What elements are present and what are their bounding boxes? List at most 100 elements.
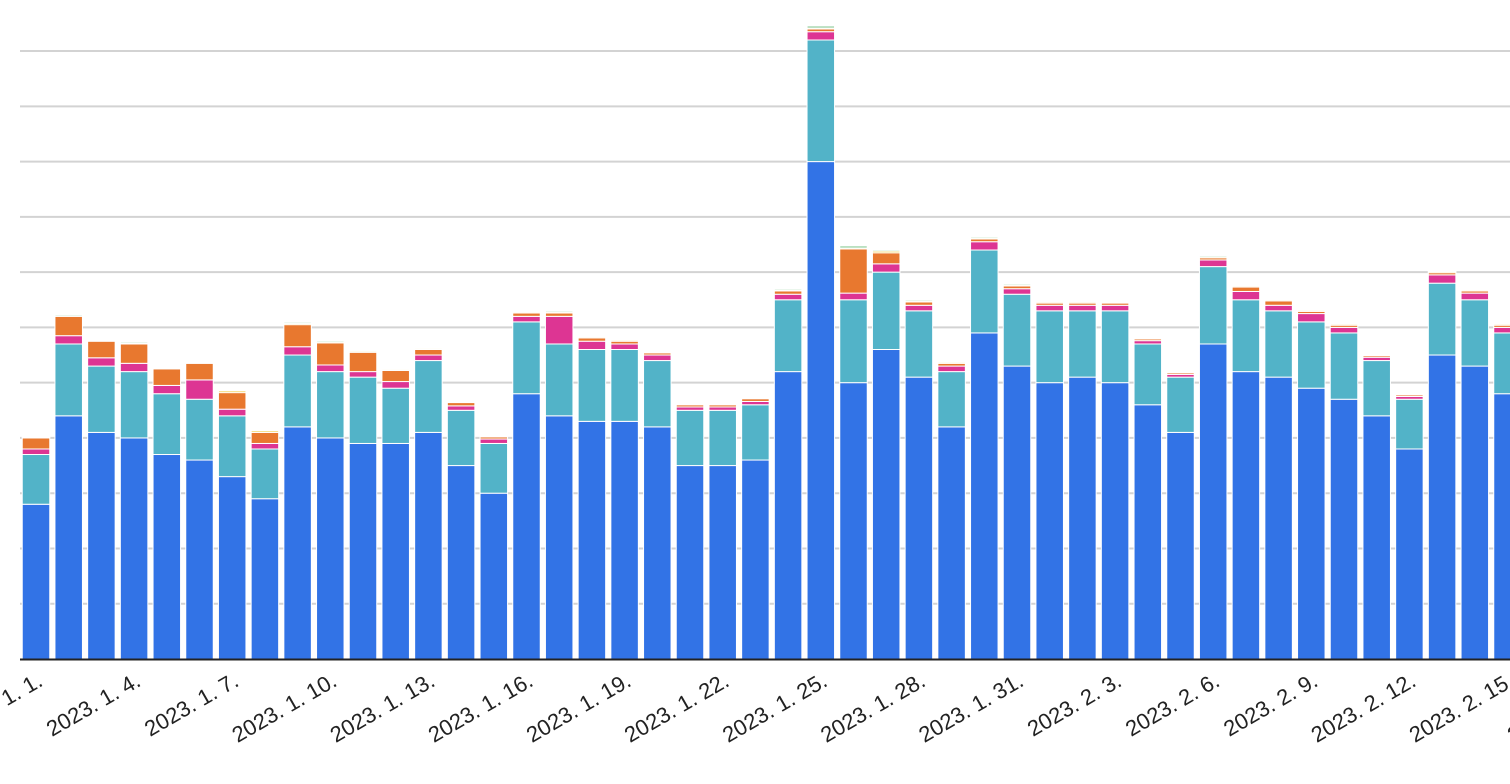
- bar-segment: [1264, 300, 1293, 306]
- bar-segment: [54, 335, 83, 345]
- bar-segment: [446, 409, 476, 467]
- bar-stack: [773, 288, 803, 660]
- bar-segment: [512, 321, 541, 395]
- bar-segment: [1133, 337, 1163, 339]
- bar-segment: [1231, 299, 1261, 373]
- bar-segment: [185, 361, 214, 364]
- bar-segment: [512, 393, 541, 660]
- bar-segment: [839, 382, 868, 660]
- bar-segment: [446, 405, 476, 411]
- x-tick-label: 2023. 2. 12.: [1307, 668, 1420, 748]
- bar-segment: [414, 360, 443, 433]
- bar-stack: [512, 310, 541, 660]
- bar-segment: [1493, 332, 1510, 395]
- bar-segment: [21, 454, 51, 505]
- bar-segment: [152, 454, 182, 660]
- x-tick-label: 2023. 1. 28.: [816, 668, 929, 748]
- bar-segment: [479, 492, 509, 660]
- x-tick-label: 2023. 1. 10.: [228, 668, 341, 748]
- bar-stack: [1395, 393, 1424, 660]
- bar-segment: [970, 332, 999, 660]
- bar-segment: [217, 408, 247, 417]
- bar-segment: [1133, 404, 1163, 660]
- bar-segment: [21, 437, 51, 450]
- bar-segment: [185, 379, 214, 400]
- bar-segment: [675, 465, 705, 660]
- bar-stack: [610, 339, 639, 660]
- bar-segment: [1133, 343, 1163, 406]
- bar-segment: [1329, 398, 1359, 660]
- bar-segment: [283, 324, 312, 348]
- bar-segment: [871, 349, 901, 660]
- bar-segment: [316, 371, 345, 439]
- bar-segment: [1100, 301, 1130, 304]
- bar-segment: [773, 293, 803, 301]
- bar-segment: [839, 299, 868, 384]
- bar-segment: [381, 368, 410, 370]
- bar-stack: [1198, 255, 1228, 660]
- bar-segment: [1231, 371, 1261, 660]
- bar-segment: [1100, 304, 1130, 312]
- bar-stack: [1362, 353, 1391, 660]
- bar-segment: [675, 403, 705, 405]
- bar-segment: [544, 415, 574, 660]
- bar-segment: [87, 431, 116, 660]
- bar-segment: [217, 392, 247, 410]
- bar-segment: [54, 343, 83, 417]
- bar-segment: [217, 476, 247, 660]
- bar-segment: [152, 367, 182, 369]
- bar-segment: [839, 248, 868, 294]
- bar-segment: [871, 263, 901, 273]
- bar-segment: [806, 25, 836, 29]
- bar-segment: [1231, 286, 1261, 292]
- bar-segment: [1231, 284, 1261, 287]
- bar-segment: [21, 503, 51, 660]
- bar-stack: [806, 25, 836, 660]
- bar-segment: [54, 415, 83, 660]
- bar-segment: [577, 340, 607, 350]
- bar-segment: [1068, 376, 1097, 660]
- bar-segment: [283, 321, 312, 325]
- bar-stack: [1231, 284, 1261, 660]
- bar-segment: [871, 271, 901, 350]
- bar-segment: [87, 340, 116, 359]
- bar-segment: [381, 381, 410, 389]
- bar-segment: [871, 249, 901, 252]
- bar-segment: [544, 315, 574, 345]
- bar-segment: [54, 315, 83, 337]
- bar-segment: [1068, 300, 1097, 303]
- bar-segment: [414, 349, 443, 356]
- x-tick-label: 2023. 2. 9.: [1219, 668, 1322, 742]
- bar-segment: [1035, 300, 1064, 303]
- bar-segment: [119, 362, 149, 373]
- bars: [21, 25, 1510, 660]
- bar-segment: [1002, 283, 1032, 286]
- bar-stack: [1068, 300, 1097, 660]
- bar-segment: [806, 39, 836, 163]
- bar-stack: [119, 341, 149, 660]
- bar-stack: [217, 389, 247, 660]
- bar-segment: [871, 252, 901, 265]
- bar-segment: [708, 409, 737, 467]
- bar-segment: [250, 429, 280, 432]
- bar-segment: [119, 437, 149, 660]
- bar-stack: [937, 361, 966, 660]
- bar-segment: [741, 404, 770, 461]
- bar-segment: [348, 350, 378, 352]
- bar-stack: [446, 400, 476, 660]
- bar-segment: [577, 420, 607, 660]
- bar-stack: [741, 397, 770, 660]
- bar-segment: [1427, 270, 1457, 273]
- bar-stack: [87, 339, 116, 660]
- bar-segment: [316, 437, 345, 660]
- bar-segment: [283, 354, 312, 428]
- bar-stack: [1427, 270, 1457, 660]
- bar-segment: [643, 351, 672, 353]
- bar-segment: [1035, 304, 1064, 312]
- bar-segment: [610, 343, 639, 350]
- bar-segment: [904, 304, 934, 312]
- bar-segment: [414, 354, 443, 362]
- bar-segment: [741, 397, 770, 399]
